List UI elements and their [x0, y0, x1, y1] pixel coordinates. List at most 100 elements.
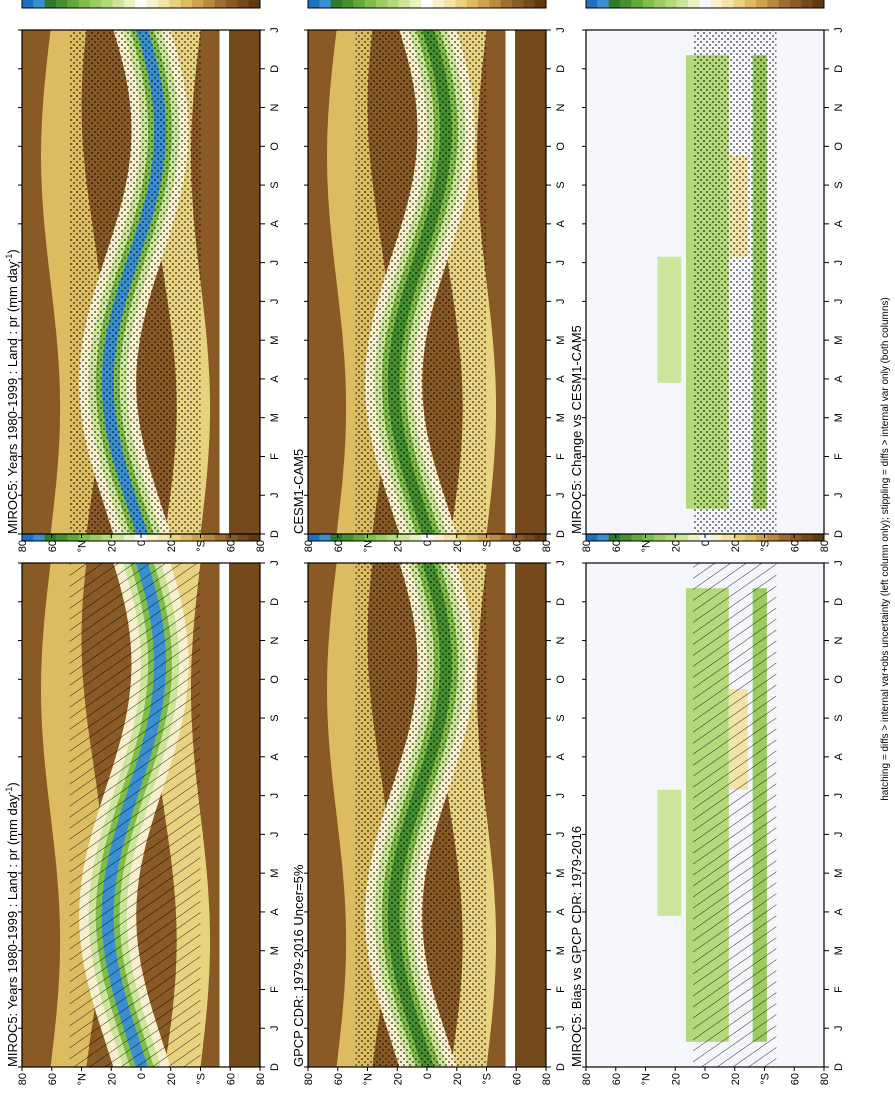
colorbar-swatch: [710, 0, 723, 8]
y-tick-label: 20: [392, 1073, 404, 1085]
colorbar-swatch: [398, 0, 411, 8]
x-tick-label: O: [269, 675, 281, 684]
y-tick-label: 20: [166, 540, 178, 552]
y-tick-label: 60: [611, 540, 623, 552]
y-tick-label: 60: [789, 1073, 801, 1085]
panel-field: [22, 30, 260, 534]
x-tick-label: M: [555, 946, 567, 955]
colorbar-swatch: [801, 0, 814, 8]
colorbar-swatch: [812, 0, 825, 8]
x-tick-label: J: [555, 299, 567, 305]
y-tick-label: °N: [363, 1073, 375, 1085]
x-tick-label: M: [269, 946, 281, 955]
colorbar-swatch: [203, 0, 216, 8]
panel-title: MIROC5: Years 1980-1999 : Land : pr (mm …: [4, 782, 20, 1067]
colorbar-swatch: [421, 0, 434, 8]
panel-1: MIROC5: Years 1980-1999 : Land : pr (mm …: [4, 510, 281, 1086]
x-tick-label: M: [269, 869, 281, 878]
colorbar-swatch: [158, 0, 170, 8]
stippling-overlay: [355, 30, 487, 534]
colorbar-swatch: [665, 0, 678, 8]
colorbar-swatch: [180, 0, 193, 8]
x-tick-label: J: [555, 260, 567, 266]
x-tick-label: M: [555, 869, 567, 878]
y-tick-label: °N: [363, 540, 375, 552]
colorbar-swatch: [722, 0, 734, 8]
y-tick-label: 80: [541, 540, 553, 552]
y-tick-label: °N: [641, 1073, 653, 1085]
x-tick-label: F: [269, 986, 281, 993]
x-tick-label: D: [269, 65, 281, 73]
x-tick-label: J: [833, 560, 845, 566]
panel-title: GPCP CDR: 1979-2016 Uncer=5%: [291, 864, 306, 1067]
colorbar-swatch: [330, 0, 343, 8]
x-tick-label: D: [833, 530, 845, 538]
y-tick-label: 80: [541, 1073, 553, 1085]
x-tick-label: D: [555, 598, 567, 606]
y-tick-label: 0: [136, 1073, 148, 1079]
y-tick-label: 20: [670, 540, 682, 552]
y-tick-label: 80: [255, 540, 267, 552]
colorbar-swatch: [756, 0, 768, 8]
x-tick-label: S: [555, 181, 567, 188]
y-tick-label: 20: [452, 540, 464, 552]
y-tick-label: °N: [77, 540, 89, 552]
y-tick-label: 20: [452, 1073, 464, 1085]
colorbar-swatch: [455, 0, 468, 8]
x-tick-label: O: [555, 675, 567, 684]
y-tick-label: 20: [392, 540, 404, 552]
x-tick-label: A: [269, 375, 281, 383]
colorbar-swatch: [778, 0, 791, 8]
colorbar-swatch: [308, 0, 320, 8]
x-tick-label: F: [833, 986, 845, 993]
x-tick-label: J: [833, 27, 845, 33]
colorbar: 109876543210: [21, 0, 261, 9]
x-tick-label: J: [269, 27, 281, 33]
colorbar-swatch: [500, 0, 513, 8]
colorbar-swatch: [432, 0, 445, 8]
y-tick-label: 80: [581, 540, 593, 552]
y-tick-label: 0: [422, 540, 434, 546]
x-tick-label: D: [555, 530, 567, 538]
x-tick-label: M: [269, 336, 281, 345]
hatching-overlay: [69, 563, 201, 1067]
y-tick-label: 0: [422, 1073, 434, 1079]
x-tick-label: M: [833, 869, 845, 878]
colorbar-swatch: [248, 0, 261, 8]
y-tick-label: 60: [333, 540, 345, 552]
colorbar-swatch: [699, 0, 712, 8]
colorbar-swatch: [620, 0, 632, 8]
x-tick-label: S: [555, 714, 567, 721]
x-tick-label: A: [833, 375, 845, 383]
x-tick-label: J: [269, 560, 281, 566]
x-tick-label: J: [555, 27, 567, 33]
x-tick-label: J: [833, 793, 845, 799]
y-tick-label: °S: [482, 1073, 494, 1085]
panel-field: [586, 30, 824, 534]
y-tick-label: 20: [730, 1073, 742, 1085]
x-tick-label: J: [269, 793, 281, 799]
x-tick-label: F: [269, 453, 281, 460]
x-tick-label: F: [555, 986, 567, 993]
x-tick-label: N: [555, 104, 567, 112]
colorbar-swatch: [342, 0, 354, 8]
y-tick-label: 80: [819, 540, 831, 552]
x-tick-label: D: [555, 65, 567, 73]
x-tick-label: A: [269, 220, 281, 228]
y-tick-label: 20: [730, 540, 742, 552]
x-tick-label: A: [555, 375, 567, 383]
x-tick-label: J: [833, 260, 845, 266]
x-tick-label: D: [269, 598, 281, 606]
x-tick-label: O: [833, 675, 845, 684]
y-tick-label: 60: [789, 540, 801, 552]
x-tick-label: O: [555, 142, 567, 151]
y-tick-label: 0: [700, 540, 712, 546]
panel-title: MIROC5: Years 1980-1999 : Land : pr (mm …: [4, 249, 20, 534]
y-tick-label: 80: [819, 1073, 831, 1085]
stippling-overlay: [355, 563, 487, 1067]
y-tick-label: 80: [17, 1073, 29, 1085]
colorbar-swatch: [767, 0, 780, 8]
colorbar-swatch: [790, 0, 802, 8]
x-tick-label: J: [833, 832, 845, 838]
